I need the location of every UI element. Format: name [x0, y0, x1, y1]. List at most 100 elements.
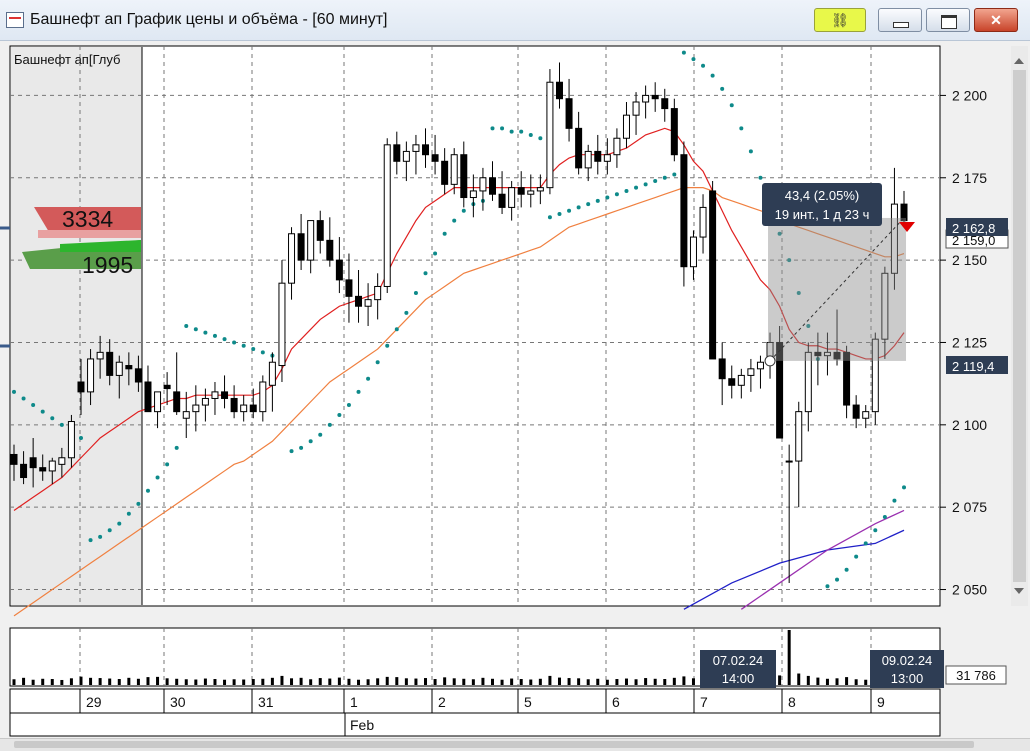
- candle: [776, 326, 784, 439]
- maximize-icon: [941, 15, 957, 29]
- psar-dot: [212, 333, 217, 338]
- volume-bar: [691, 678, 695, 685]
- candle: [441, 148, 449, 195]
- measure-tool[interactable]: 43,4 (2.05%) 19 инт., 1 д 23 ч: [762, 183, 907, 367]
- candle-body-down: [297, 233, 305, 261]
- psar-dot: [538, 136, 543, 141]
- psar-dot: [203, 330, 208, 335]
- candle-body-up: [412, 144, 420, 152]
- candle-body-up: [182, 411, 190, 419]
- candle-body-down: [498, 193, 506, 208]
- candle-body-down: [833, 351, 841, 360]
- scroll-thumb[interactable]: [1013, 70, 1026, 582]
- candle: [613, 128, 621, 168]
- candle: [785, 444, 793, 583]
- price-plot-area[interactable]: [9, 45, 941, 607]
- volume-bar: [825, 678, 829, 685]
- volume-bar: [424, 678, 428, 685]
- volume-bar: [347, 678, 351, 685]
- candle-body-up: [862, 411, 870, 419]
- candle: [737, 368, 745, 399]
- candle: [546, 69, 554, 195]
- psar-dot: [681, 50, 686, 55]
- volume-plot-area[interactable]: [9, 627, 941, 687]
- link-icon: ⛓: [831, 12, 849, 28]
- candle: [77, 358, 85, 415]
- volume-bar: [519, 679, 523, 685]
- volume-bar: [596, 678, 600, 685]
- scroll-down-arrow-icon[interactable]: [1014, 588, 1024, 594]
- candle-body-up: [115, 361, 123, 376]
- minimize-button[interactable]: [878, 8, 922, 32]
- psar-dot: [672, 172, 677, 177]
- candle-body-up: [154, 391, 162, 413]
- candle-body-up: [288, 233, 296, 284]
- candle: [402, 141, 410, 182]
- psar-dot: [193, 327, 198, 332]
- psar-dot: [653, 179, 658, 184]
- psar-dot: [308, 439, 313, 444]
- candle-body-up: [48, 460, 56, 472]
- measure-start-handle[interactable]: [764, 355, 776, 367]
- candle-body-up: [96, 351, 104, 360]
- horizontal-scrollbar[interactable]: [0, 738, 1030, 751]
- volume-bar: [404, 678, 408, 685]
- volume-value-marker: [945, 665, 1007, 685]
- candle: [96, 335, 104, 379]
- horizontal-scroll-thumb[interactable]: [14, 741, 974, 748]
- psar-dot: [184, 324, 189, 328]
- candle-body-down: [555, 81, 563, 100]
- candle-body-down: [565, 98, 573, 129]
- volume-bar: [366, 679, 370, 685]
- volume-bar: [213, 679, 217, 685]
- volume-bar: [854, 679, 858, 685]
- psar-dot: [126, 511, 131, 516]
- volume-bar: [251, 679, 255, 685]
- candle: [632, 92, 640, 135]
- volume-bar: [443, 677, 447, 685]
- scroll-up-arrow-icon[interactable]: [1014, 58, 1024, 64]
- candle-body-up: [689, 236, 697, 268]
- volume-bar: [318, 678, 322, 685]
- candle-body-up: [823, 351, 831, 357]
- candle-body-up: [871, 338, 879, 413]
- psar-dot: [835, 577, 840, 582]
- volume-bar: [41, 678, 45, 685]
- candle: [211, 382, 219, 415]
- day-label: 2: [438, 694, 446, 710]
- candle-body-down: [718, 358, 726, 380]
- instrument-panel-label: Башнефт ап[Глуб: [14, 52, 120, 67]
- maximize-button[interactable]: [926, 8, 970, 32]
- candle: [661, 88, 669, 122]
- volume-bar: [845, 677, 849, 685]
- price-tick-label: 2 175: [952, 170, 987, 186]
- candle-body-up: [785, 460, 793, 463]
- psar-dot: [366, 376, 371, 381]
- volume-bar: [79, 676, 83, 685]
- volume-bar: [653, 678, 657, 685]
- candle: [622, 102, 630, 149]
- candle-body-up: [192, 404, 200, 413]
- candle-body-down: [249, 404, 257, 413]
- candle: [603, 138, 611, 175]
- candle-body-up: [364, 299, 372, 307]
- close-button[interactable]: ✕: [974, 8, 1018, 32]
- candle: [182, 391, 190, 438]
- volume-bar: [309, 679, 313, 685]
- vertical-scrollbar[interactable]: [1011, 46, 1028, 606]
- candle: [29, 438, 37, 488]
- candle-body-down: [316, 220, 324, 241]
- link-button[interactable]: ⛓: [814, 8, 866, 32]
- psar-dot: [710, 73, 715, 78]
- ask-volume-label: 3334: [62, 206, 113, 232]
- psar-dot: [787, 258, 792, 263]
- candle: [881, 266, 889, 359]
- psar-dot: [78, 436, 83, 440]
- psar-dot: [155, 475, 160, 480]
- psar-dot: [394, 327, 399, 332]
- volume-bar: [548, 675, 552, 685]
- psar-dot: [701, 63, 706, 68]
- candle-body-down: [163, 384, 171, 390]
- candle: [689, 230, 697, 280]
